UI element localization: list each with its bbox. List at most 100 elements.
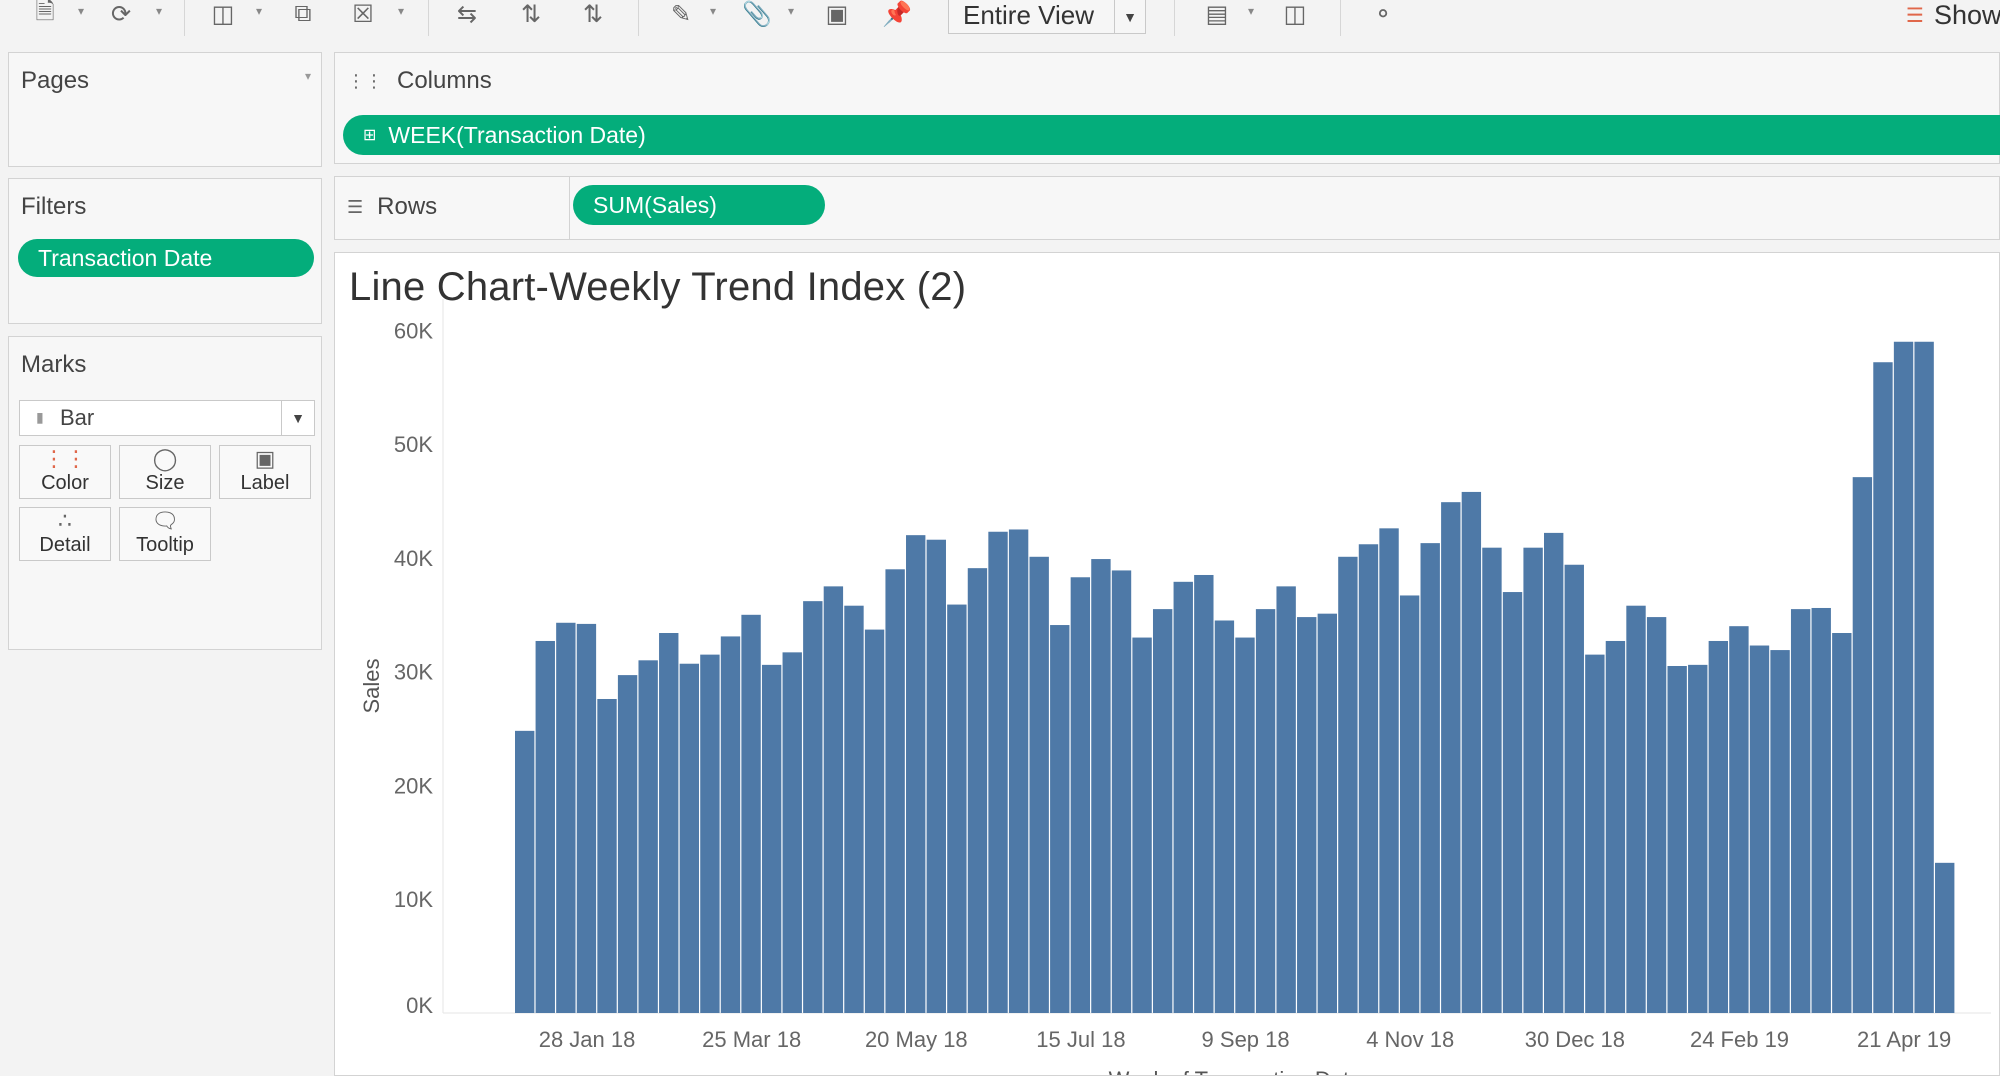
swap-rows-columns-icon[interactable]: ⇆ [456, 0, 478, 28]
bar[interactable] [1564, 564, 1584, 1013]
filters-card[interactable]: Filters Transaction Date [8, 178, 322, 324]
bar[interactable] [1667, 666, 1687, 1013]
bar[interactable] [1482, 547, 1502, 1013]
bar[interactable] [1811, 607, 1831, 1013]
bar[interactable] [1770, 650, 1790, 1013]
bar[interactable] [1070, 577, 1091, 1013]
bar[interactable] [515, 730, 535, 1013]
color-button[interactable]: ⋮⋮ Color [19, 445, 111, 499]
bar[interactable] [1091, 559, 1111, 1013]
highlight-icon[interactable]: ✎ [670, 0, 692, 28]
bar[interactable] [1749, 645, 1770, 1013]
bar[interactable] [1358, 544, 1379, 1013]
bar[interactable] [967, 568, 988, 1013]
bar[interactable] [1276, 586, 1296, 1013]
share-icon[interactable]: ⚬ [1372, 0, 1394, 28]
chevron-down-icon[interactable]: ▼ [1114, 0, 1145, 34]
bar[interactable] [1544, 532, 1564, 1013]
bar[interactable] [1790, 609, 1811, 1013]
bar[interactable] [1502, 592, 1523, 1013]
bar[interactable] [659, 633, 679, 1013]
bar[interactable] [1626, 605, 1646, 1013]
bar[interactable] [1646, 617, 1667, 1013]
size-button[interactable]: ◯ Size [119, 445, 211, 499]
pin-icon[interactable]: 📌 [882, 0, 912, 28]
bar[interactable] [1399, 595, 1420, 1013]
bar[interactable] [864, 629, 885, 1013]
bar[interactable] [1194, 574, 1214, 1013]
sort-ascending-icon[interactable]: ⇅ [520, 0, 542, 28]
chart-view[interactable]: Line Chart-Weekly Trend Index (2) 0K 10K 2… [334, 252, 2000, 1076]
bar[interactable] [638, 660, 658, 1013]
filter-pill-transaction-date[interactable]: Transaction Date [18, 239, 314, 277]
bar[interactable] [782, 652, 802, 1013]
group-paperclip-icon[interactable]: 📎 [742, 0, 772, 28]
bar[interactable] [1050, 625, 1070, 1013]
pages-card[interactable]: Pages ▾ [8, 52, 322, 167]
bar[interactable] [803, 601, 823, 1013]
bar[interactable] [741, 614, 761, 1013]
datasource-caret-icon[interactable]: ▾ [78, 4, 85, 18]
group-caret-icon[interactable]: ▾ [788, 4, 795, 18]
bar[interactable] [597, 698, 617, 1013]
bar[interactable] [720, 636, 741, 1013]
bar[interactable] [617, 675, 638, 1013]
bar[interactable] [1111, 570, 1132, 1013]
bar[interactable] [1523, 547, 1543, 1013]
bar[interactable] [1873, 362, 1893, 1013]
bar[interactable] [1935, 862, 1955, 1013]
bar[interactable] [1173, 581, 1193, 1013]
bar[interactable] [1441, 502, 1461, 1013]
bar[interactable] [535, 640, 555, 1013]
bar[interactable] [885, 569, 905, 1013]
show-me-button[interactable]: ☰ Show [1906, 0, 2000, 30]
show-labels-icon[interactable]: ▣ [825, 0, 849, 28]
bar[interactable] [1235, 637, 1255, 1013]
sort-descending-icon[interactable]: ⇅ [582, 0, 604, 28]
bar[interactable] [844, 605, 864, 1013]
datasource-icon[interactable]: 🗎 [35, 0, 55, 25]
bar[interactable] [1297, 617, 1317, 1013]
clear-sheet-icon[interactable]: ☒ [352, 0, 374, 28]
presentation-mode-icon[interactable]: ◫ [1283, 0, 1307, 28]
bar[interactable] [679, 663, 700, 1013]
bar[interactable] [1379, 528, 1399, 1013]
rows-shelf[interactable]: ☰ Rows SUM(Sales) [334, 176, 2000, 240]
bar[interactable] [1132, 637, 1152, 1013]
bar[interactable] [1317, 613, 1337, 1013]
refresh-icon[interactable]: ⟳ [110, 0, 132, 28]
bar[interactable] [1029, 556, 1049, 1013]
bar[interactable] [1729, 626, 1749, 1013]
highlight-caret-icon[interactable]: ▾ [710, 4, 717, 18]
pages-menu-icon[interactable]: ▾ [304, 69, 311, 83]
show-cards-icon[interactable]: ▤ [1205, 0, 1229, 28]
refresh-caret-icon[interactable]: ▾ [156, 4, 163, 18]
bar[interactable] [1914, 341, 1934, 1013]
bar[interactable] [1832, 633, 1852, 1013]
bar[interactable] [1214, 620, 1235, 1013]
bar[interactable] [1893, 341, 1914, 1013]
bar[interactable] [1420, 543, 1440, 1013]
clear-sheet-caret-icon[interactable]: ▾ [398, 4, 405, 18]
bar[interactable] [1688, 664, 1708, 1013]
duplicate-sheet-icon[interactable]: ⧉ [294, 0, 312, 27]
bar[interactable] [1852, 477, 1873, 1013]
bar[interactable] [700, 654, 720, 1013]
label-button[interactable]: ▣ Label [219, 445, 311, 499]
tooltip-button[interactable]: 🗨 Tooltip [119, 507, 211, 561]
bar[interactable] [1008, 529, 1029, 1013]
bar-chart[interactable]: 0K 10K 20K 30K 40K 50K 60K Sales 28 Jan 18 25 Mar… [335, 253, 1999, 1075]
bar[interactable] [576, 623, 597, 1013]
columns-pill-week-transaction-date[interactable]: ⊞ WEEK(Transaction Date) [343, 115, 2000, 155]
rows-pill-sum-sales[interactable]: SUM(Sales) [573, 185, 825, 225]
bar[interactable] [556, 622, 576, 1013]
bar[interactable] [1585, 654, 1605, 1013]
bar[interactable] [1255, 609, 1276, 1013]
bar[interactable] [1708, 640, 1729, 1013]
new-worksheet-icon[interactable]: ◫ [211, 0, 235, 28]
bar[interactable] [926, 539, 946, 1013]
bar[interactable] [1461, 491, 1482, 1013]
bar[interactable] [1338, 556, 1358, 1013]
detail-button[interactable]: ∴ Detail [19, 507, 111, 561]
bar[interactable] [906, 535, 926, 1013]
